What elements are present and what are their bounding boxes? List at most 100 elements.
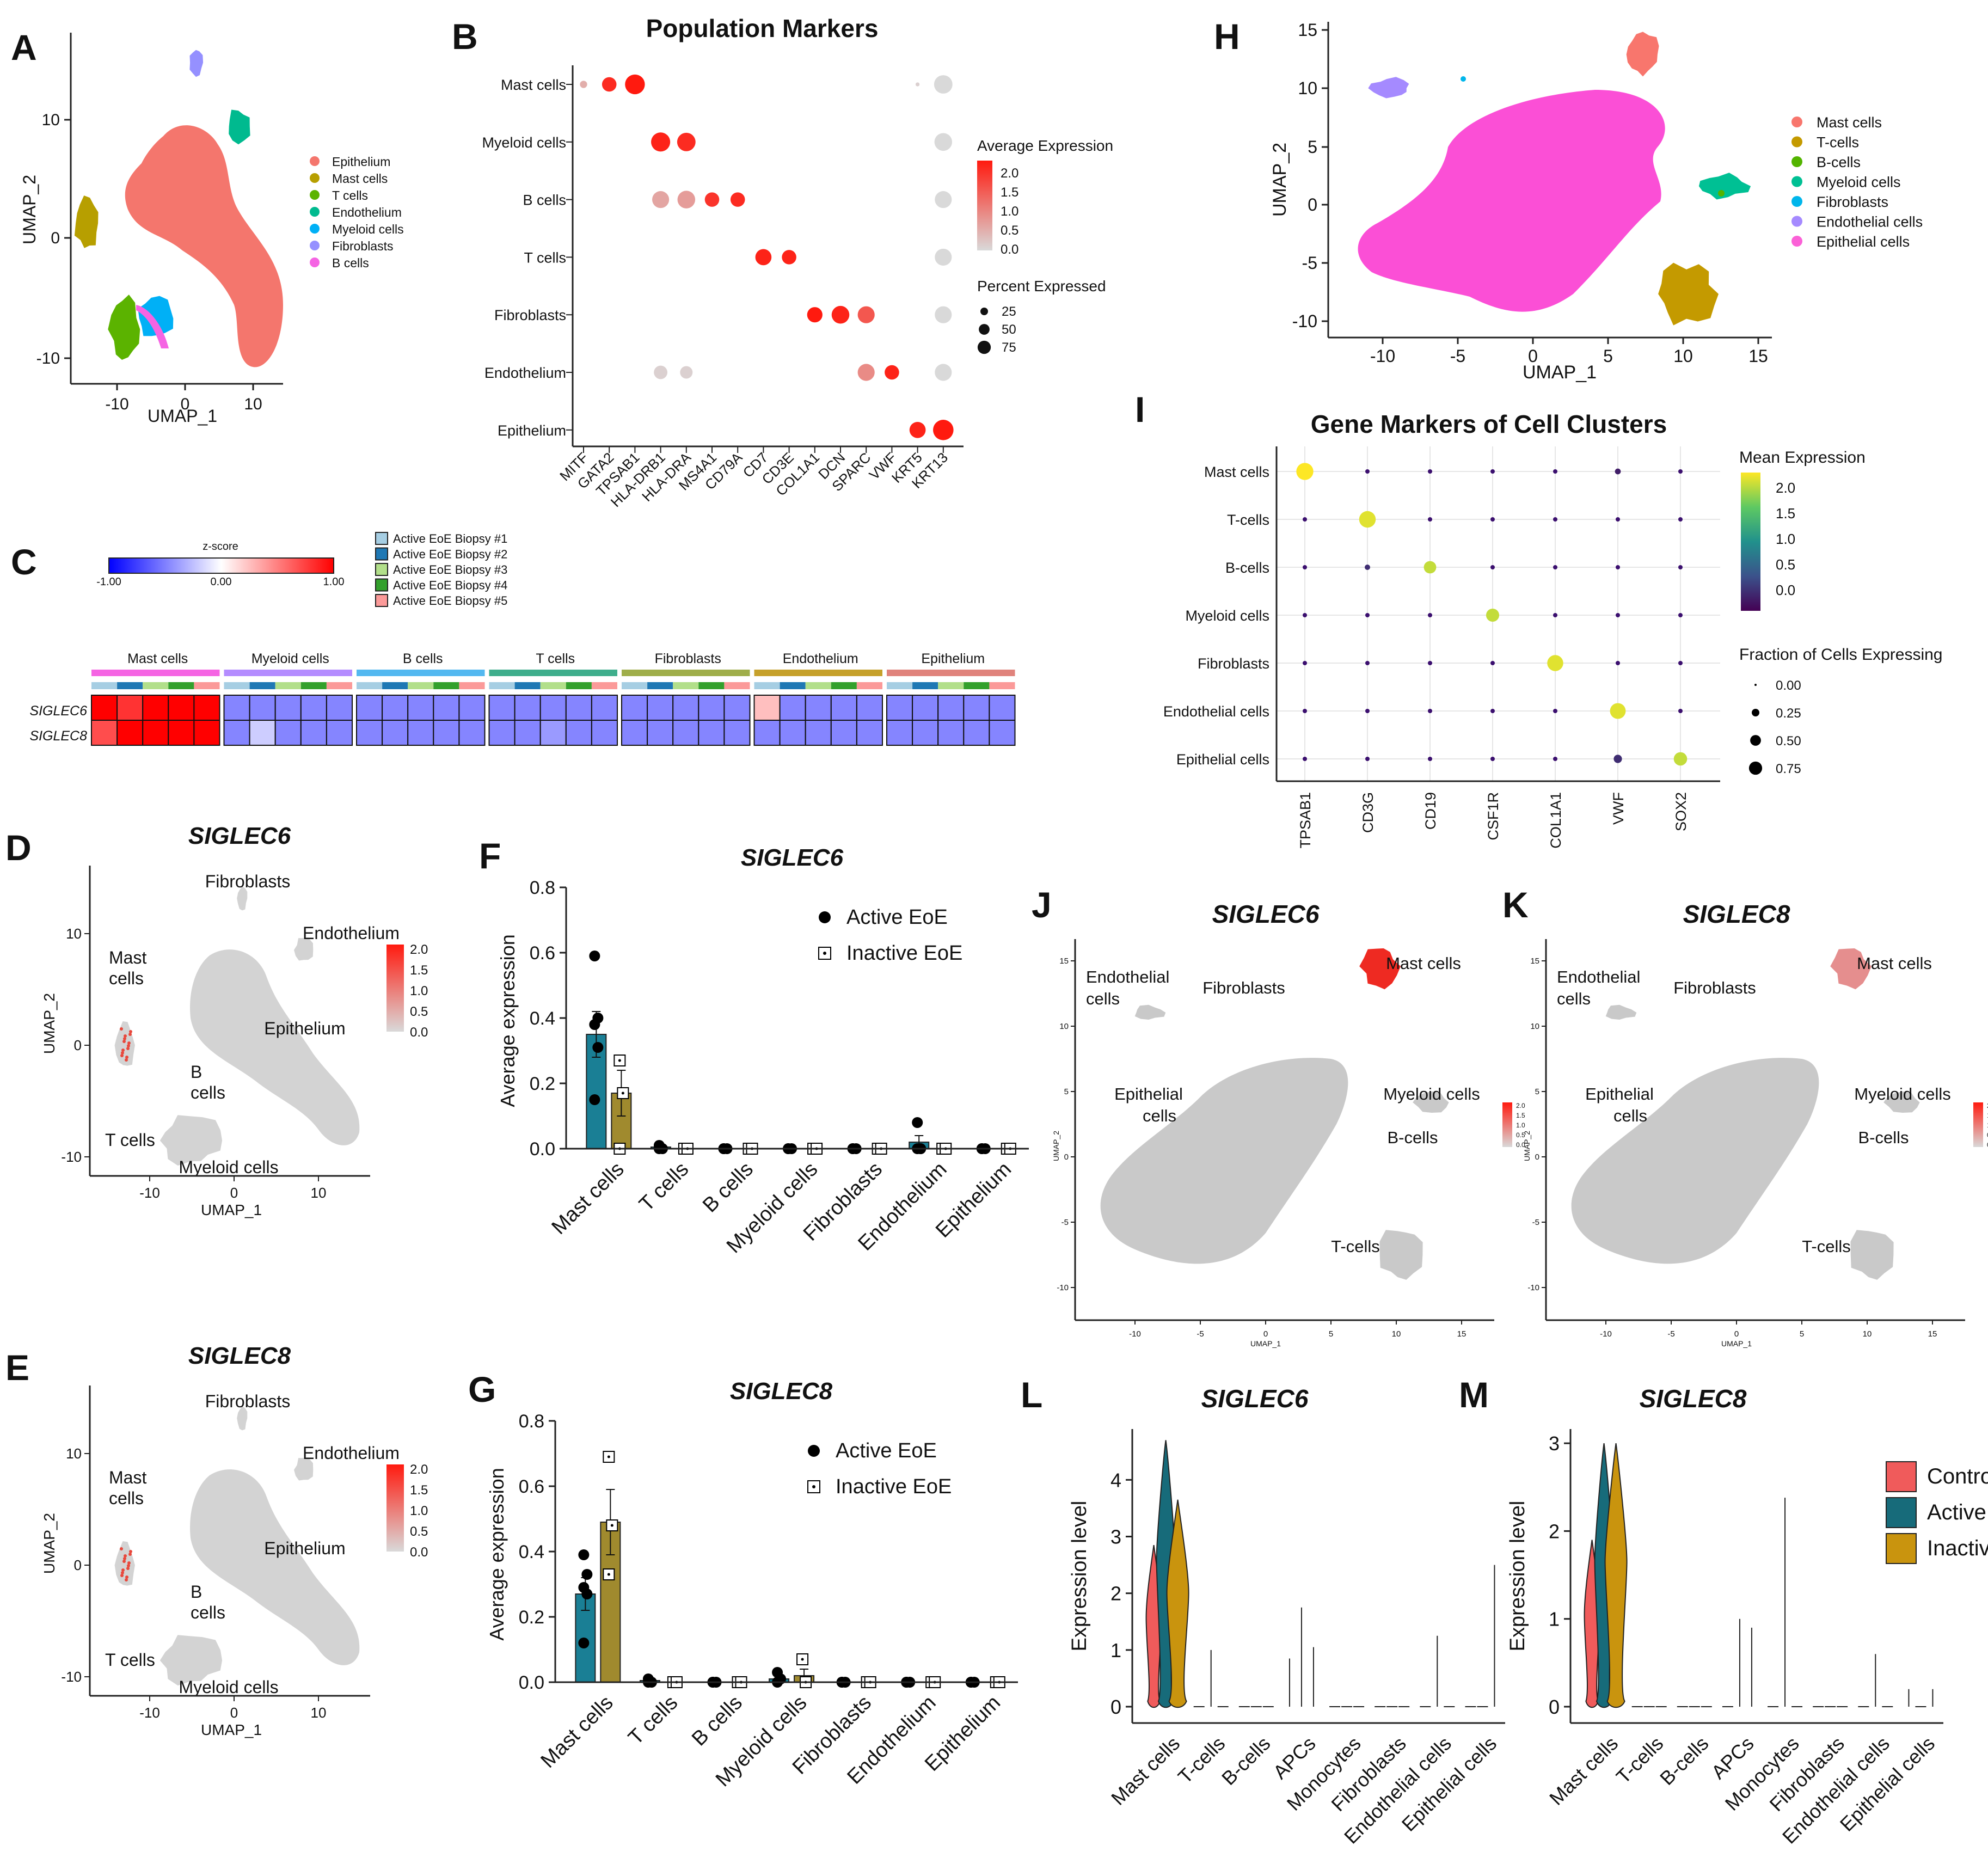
background-dot [1303,709,1307,713]
category-label: B-cells [1655,1732,1713,1789]
y-tick-label: 0 [51,229,60,247]
expression-dot [602,77,617,92]
color-bar [977,161,992,250]
biopsy-color-bar [724,682,750,689]
heatmap-cell [382,695,409,721]
cluster-label: Epithelial [1585,1084,1654,1103]
umap-cluster-t-cells [1658,262,1719,326]
panel-d-axes [89,866,370,1177]
y-tick-label: 0.0 [530,1139,555,1160]
color-bar-tick: 2.0 [1987,1102,1988,1109]
panel-j-axes [1074,939,1494,1321]
cluster-label: B-cells [1387,1128,1438,1147]
color-bar-tick: 2.0 [410,1462,428,1477]
umap-cluster-endothelium [294,1458,314,1481]
group-label: Myeloid cells [251,651,329,666]
x-tick-label: 5 [1800,1329,1804,1339]
color-bar-tick: 2.0 [1516,1102,1525,1109]
umap-cluster-myeloid-cells [1698,173,1751,200]
color-bar-tick: 0.5 [1987,1131,1988,1139]
biopsy-swatch [375,547,388,561]
umap-cluster-endothelial [1134,1004,1166,1020]
violin-shape [1604,1443,1628,1708]
heatmap-cell [116,720,144,746]
expressing-cell [121,1571,124,1574]
heatmap-cell [274,695,302,721]
y-tick-label: 0 [74,1037,82,1053]
biopsy-color-bar [91,682,118,689]
group-label: Mast cells [127,651,188,666]
background-dot [1428,709,1432,713]
biopsy-color-bar [938,682,964,689]
y-tick-label: 0.8 [530,878,555,898]
legend-label: Endothelium [332,205,402,219]
y-tick-label: 0.2 [519,1607,544,1628]
umap-cluster-fibroblasts [189,50,204,77]
background-dot [1365,613,1370,617]
biopsy-color-bar [224,682,250,689]
color-bar-tick: 1.5 [1516,1112,1525,1119]
color-bar-tick: 2.0 [1001,166,1018,181]
biopsy-color-bar [622,682,648,689]
background-dot [1365,469,1370,474]
data-point-active [581,1589,593,1599]
size-legend-dot [977,340,991,354]
legend-label: T cells [332,188,368,203]
size-legend-dot [1754,684,1757,686]
zscore-label: z-score [203,541,238,553]
category-label: Mast cells [1545,1732,1622,1810]
biopsy-color-bar [805,682,831,689]
heatmap-cell [621,720,648,746]
cluster-label: Endothelial [1557,967,1640,986]
expression-dot [831,305,850,324]
gene-label: CD19 [1422,792,1439,830]
expression-dot [1296,463,1314,480]
heatmap-cell [647,720,674,746]
y-tick-label: -10 [1057,1283,1069,1292]
cluster-label: cells [1613,1106,1647,1125]
panel-f-axes [565,887,1029,1150]
umap-cluster-b-cells [1718,190,1725,197]
background-dot [1490,709,1495,713]
biopsy-color-bar [489,682,515,689]
expression-dot [782,250,796,265]
expression-dot [909,421,926,438]
legend-label: T-cells [1817,134,1859,151]
cluster-label: Mast [109,948,146,967]
heatmap-cell [249,720,276,746]
panel-m-axes [1569,1429,1943,1724]
biopsy-swatch [375,532,388,545]
heatmap-cell [91,695,118,721]
expression-dot [1613,755,1622,763]
plot-title: Population Markers [646,14,879,42]
size-legend-label: 0.00 [1776,678,1801,693]
cluster-label: T-cells [1331,1237,1380,1256]
panel-e-axes [89,1385,370,1697]
panel-label-f: F [479,836,501,876]
expressing-cell [128,1553,132,1556]
cluster-label: B [191,1582,202,1602]
expressing-cell [122,1560,126,1563]
y-tick-label: 0.2 [530,1074,555,1094]
x-tick-label: -5 [1450,346,1465,366]
umap-cluster-myeloid-cells [1413,1091,1449,1113]
gene-label: CD3G [1360,792,1376,833]
y-tick-label: 0.6 [530,943,555,964]
group-color-bar [622,670,750,676]
legend-label: Epithelial cells [1817,234,1910,250]
data-point-active [589,1094,600,1105]
color-bar-tick: 1.5 [1001,185,1018,200]
cluster-label: Mast cells [1386,954,1461,973]
group-color-bar [357,670,485,676]
cluster-label: T cells [105,1130,155,1150]
y-tick-label: 4 [1110,1469,1121,1491]
biopsy-color-bar [249,682,275,689]
umap-cell-cloud [190,949,360,1145]
panel-g-barplot: SIGLEC8 0.0 0.2 0.4 0.6 0.8 Average expression… [486,1378,1005,1791]
background-dot [1678,709,1683,713]
row-label: T cells [524,249,566,266]
row-label: T-cells [1227,512,1269,528]
heatmap-cell [723,695,751,721]
expression-dot [1486,608,1500,622]
expression-dot [934,75,953,94]
